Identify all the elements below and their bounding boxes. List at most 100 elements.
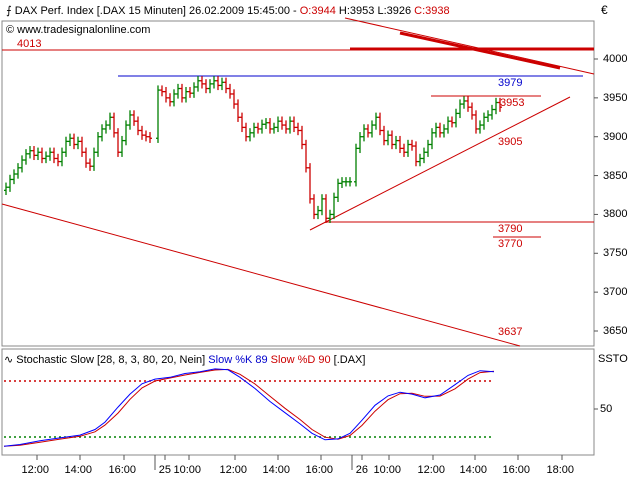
level-4013-label: 4013 bbox=[17, 38, 42, 50]
ohlc-bar bbox=[92, 147, 96, 171]
ohlc-bar bbox=[84, 147, 88, 168]
wave-icon: ∿ bbox=[4, 353, 14, 366]
ohlc-bar bbox=[482, 112, 486, 130]
ohlc-bar bbox=[56, 153, 60, 167]
ohlc-bar bbox=[132, 110, 136, 126]
ohlc-bar bbox=[264, 118, 268, 129]
ohlc-bar bbox=[256, 122, 260, 134]
time-tick-label: 16:00 bbox=[108, 464, 137, 476]
price-panel-frame bbox=[1, 20, 595, 347]
ohlc-bar bbox=[220, 77, 224, 91]
trend-lines[interactable] bbox=[1, 17, 595, 347]
time-tick-label: 14:00 bbox=[64, 464, 93, 476]
ohlc-bar bbox=[148, 132, 152, 143]
ohlc-bar bbox=[358, 132, 362, 154]
currency-label: € bbox=[601, 3, 608, 17]
ohlc-bar bbox=[60, 147, 64, 167]
ohlc-bar bbox=[80, 136, 84, 157]
ohlc-bar bbox=[260, 119, 264, 134]
ohlc-bar bbox=[124, 120, 128, 146]
time-tick-label: 18:00 bbox=[546, 464, 575, 476]
ohlc-bar bbox=[240, 112, 244, 133]
ohlc-bar bbox=[204, 79, 208, 94]
level-3770-label: 3770 bbox=[498, 238, 523, 250]
ohlc-bar bbox=[284, 120, 288, 134]
ohlc-bar bbox=[24, 149, 28, 165]
time-tick-label: 25 bbox=[158, 464, 172, 476]
stochastic-lines bbox=[3, 368, 598, 447]
ohlc-bar bbox=[52, 147, 56, 164]
ohlc-bar bbox=[382, 125, 386, 146]
ohlc-bar bbox=[244, 122, 248, 142]
time-tick-label: 10:00 bbox=[373, 464, 402, 476]
ohlc-bar bbox=[212, 76, 216, 89]
ohlc-bar bbox=[324, 194, 328, 223]
price-tick-label: 3750 bbox=[603, 247, 628, 260]
ohlc-bar bbox=[16, 163, 20, 179]
level-3979-label: 3979 bbox=[498, 77, 523, 89]
ohlc-bar bbox=[228, 83, 232, 99]
ohlc-bar bbox=[44, 151, 48, 164]
support-trend-line bbox=[309, 96, 571, 231]
time-tick-label: 10:00 bbox=[173, 464, 202, 476]
price-tick-label: 3900 bbox=[603, 130, 628, 143]
chart-header: ⨍ DAX Perf. Index [.DAX 15 Minuten] 26.0… bbox=[6, 4, 450, 17]
ohlc-bar bbox=[498, 97, 502, 112]
level-3790-label: 3790 bbox=[498, 223, 523, 235]
ohlc-bar bbox=[36, 147, 40, 161]
ohlc-bar bbox=[450, 116, 454, 128]
price-tick-label: 3700 bbox=[603, 286, 628, 299]
ohlc-bar bbox=[192, 82, 196, 98]
ohlc-bar bbox=[454, 108, 458, 128]
ohlc-bar bbox=[280, 116, 284, 130]
ohlc-bar bbox=[438, 122, 442, 138]
ohlc-bar bbox=[418, 153, 422, 167]
website-text: www.tradesignalonline.com bbox=[17, 24, 151, 36]
stoch-right-label: SSTO bbox=[598, 353, 628, 365]
close-value: C:3938 bbox=[414, 5, 450, 17]
ohlc-bar bbox=[426, 139, 430, 157]
stoch-tick-50: 50 bbox=[600, 403, 613, 415]
ohlc-bar bbox=[156, 85, 160, 143]
ohlc-bar bbox=[370, 120, 374, 138]
stoch-k-label: Slow %K 89 bbox=[208, 354, 268, 366]
ohlc-bar bbox=[490, 104, 494, 120]
ohlc-bar bbox=[28, 146, 32, 159]
copyright-icon: © bbox=[6, 24, 15, 36]
ohlc-bar bbox=[252, 122, 256, 138]
time-tick-label: 12:00 bbox=[21, 464, 50, 476]
ohlc-bar bbox=[378, 112, 382, 136]
time-tick-label: 16:00 bbox=[502, 464, 531, 476]
time-tick-label: 16:00 bbox=[305, 464, 334, 476]
ohlc-bar bbox=[116, 128, 120, 157]
ohlc-bar bbox=[88, 158, 92, 171]
ohlc-bar bbox=[316, 205, 320, 220]
stoch-d-label: Slow %D 90 bbox=[270, 354, 331, 366]
ohlc-bar bbox=[320, 194, 324, 216]
ohlc-bar bbox=[4, 182, 8, 195]
high-value: H:3953 bbox=[338, 5, 375, 17]
price-tick-label: 3800 bbox=[603, 208, 628, 221]
ohlc-bar bbox=[104, 120, 108, 134]
stoch-symbol: [.DAX] bbox=[333, 354, 366, 366]
price-tick-label: 3650 bbox=[603, 325, 628, 337]
ohlc-bar bbox=[430, 128, 434, 150]
ohlc-bar bbox=[344, 177, 348, 187]
ohlc-bar bbox=[40, 147, 44, 164]
ohlc-bar bbox=[112, 112, 116, 138]
ohlc-bar bbox=[236, 99, 240, 122]
ohlc-bar bbox=[402, 143, 406, 157]
time-tick-label: 26 bbox=[355, 464, 369, 476]
ohlc-bar bbox=[478, 120, 482, 134]
ohlc-bar bbox=[108, 112, 112, 130]
ohlc-bar bbox=[8, 174, 12, 192]
price-tick-label: 4000 bbox=[603, 53, 628, 65]
website-label: © www.tradesignalonline.com bbox=[6, 24, 150, 36]
open-value: O:3944 bbox=[299, 5, 336, 17]
ohlc-bar bbox=[68, 133, 72, 147]
ohlc-bars bbox=[4, 76, 502, 223]
ohlc-bar bbox=[276, 116, 280, 133]
level-3637-label: 3637 bbox=[498, 326, 523, 338]
